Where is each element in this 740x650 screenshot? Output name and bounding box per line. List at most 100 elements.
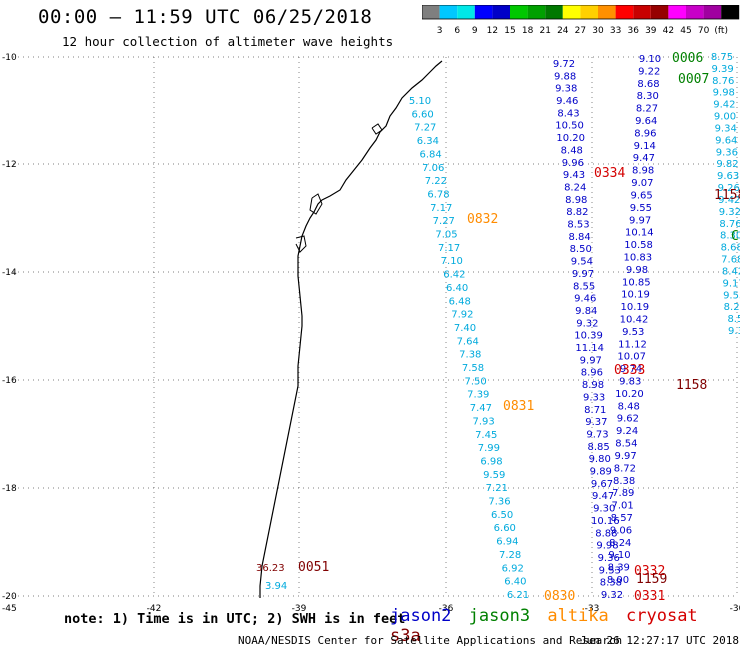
- scale-swatch: [510, 5, 528, 19]
- swh-value-track-0006: 9.64: [715, 135, 737, 146]
- units-note: note: 1) Time is in UTC; 2) SWH is in fe…: [64, 611, 406, 627]
- pass-label-0006: 0006: [672, 51, 703, 66]
- swh-value-track-0334: 9.43: [563, 170, 585, 181]
- scale-swatch: [686, 5, 704, 19]
- scale-swatch: [721, 5, 739, 19]
- swh-value-track-0334: 10.20: [556, 133, 585, 144]
- map-subtitle: 12 hour collection of altimeter wave hei…: [62, 34, 394, 49]
- swh-value-track-0334: 8.88: [595, 528, 617, 539]
- swh-value-track-0006: 8.30: [720, 231, 740, 242]
- swh-value-track-0334: 9.36: [598, 553, 620, 564]
- swh-value-track-0832: 7.50: [464, 376, 486, 387]
- scale-swatch: [439, 5, 458, 19]
- legend-jason3: jason3: [468, 606, 531, 626]
- swh-value-track-0333: 10.19: [620, 302, 649, 313]
- scale-swatch: [598, 5, 616, 19]
- swh-value-36-23: 36.23: [256, 563, 285, 574]
- swh-value-track-0333: 11.12: [618, 339, 647, 350]
- swh-value-track-0006: 9.42: [713, 100, 735, 111]
- legend-altika: altika: [547, 606, 609, 626]
- swh-value-track-0333: 10.42: [620, 315, 649, 326]
- swh-value-track-0334: 9.53: [599, 565, 621, 576]
- swh-value-track-0006: 9.82: [716, 159, 738, 170]
- swh-value-track-0006: 9.53: [723, 290, 740, 301]
- scale-swatch: [668, 5, 686, 19]
- swh-value-track-0832: 6.50: [491, 510, 513, 521]
- swh-value-track-0832: 7.06: [422, 163, 444, 174]
- swh-value-track-0832: 7.38: [459, 350, 481, 361]
- pass-label-0051: 0051: [298, 560, 329, 575]
- swh-value-track-0334: 8.24: [564, 183, 586, 194]
- swh-value-track-0333: 9.97: [614, 451, 636, 462]
- pass-label-0333: 0333: [614, 363, 645, 378]
- legend-s3a: s3a: [390, 626, 421, 646]
- scale-swatch: [615, 5, 634, 19]
- scale-swatch: [650, 5, 669, 19]
- lat-tick-label: -16: [2, 376, 17, 386]
- lat-tick-label: -18: [2, 484, 17, 494]
- scale-label: 15: [504, 26, 515, 36]
- swh-value-track-0333: 9.98: [626, 265, 648, 276]
- swh-value-track-0832: 6.40: [446, 283, 468, 294]
- swh-value-track-0333: 8.72: [614, 463, 636, 474]
- swh-value-track-0333: 9.07: [631, 178, 653, 189]
- swh-value-track-0832: 7.27: [433, 216, 455, 227]
- map-title: 00:00 – 11:59 UTC 06/25/2018: [38, 6, 373, 28]
- swh-value-track-0006: 8.68: [721, 243, 740, 254]
- scale-label: 24: [557, 26, 569, 36]
- swh-value-track-0832: 7.27: [414, 123, 436, 134]
- swh-value-track-0333: 8.54: [615, 439, 637, 450]
- swh-value-track-0832: 7.58: [462, 363, 484, 374]
- swh-value-track-0832: 6.98: [480, 457, 502, 468]
- swh-value-track-0832: 5.10: [409, 96, 431, 107]
- lat-tick-label: -12: [2, 160, 17, 170]
- swh-value-track-0006: 9.3: [728, 326, 740, 337]
- pass-label-0331: 0331: [634, 589, 665, 604]
- swh-value-track-0333: 9.47: [633, 153, 655, 164]
- swh-value-track-0333: 8.96: [634, 128, 656, 139]
- wave-height-color-scale: 3 6 9 12 15 18 21 24 27 30 33 36 39 42 45 70 (ft): [422, 5, 740, 36]
- swh-value-track-0334: 9.88: [554, 71, 576, 82]
- swh-value-track-0334: 9.80: [589, 454, 611, 465]
- swh-value-track-0832: 7.45: [475, 430, 497, 441]
- swh-value-track-0334: 9.89: [590, 467, 612, 478]
- lon-tick-label: -39: [292, 604, 307, 614]
- pass-label-C: C: [731, 229, 739, 244]
- scale-swatch: [562, 5, 581, 19]
- swh-value-track-0334: 9.32: [601, 590, 623, 601]
- swh-value-track-0832: 9.59: [483, 470, 505, 481]
- swh-value-track-0832: 6.94: [496, 537, 518, 548]
- swh-value-track-0832: 6.42: [443, 270, 465, 281]
- swh-value-track-0334: 9.54: [571, 257, 593, 268]
- swh-value-track-0006: 8.25: [724, 302, 740, 313]
- swh-value-track-0832: 7.05: [435, 230, 457, 241]
- swh-value-track-0832: 7.36: [488, 497, 510, 508]
- swh-value-track-0333: 9.06: [610, 525, 632, 536]
- swh-value-track-0832: 6.34: [417, 136, 439, 147]
- swh-value-track-0333: 9.64: [635, 116, 657, 127]
- swh-value-track-0832: 7.99: [478, 443, 500, 454]
- legend-cryosat: cryosat: [626, 606, 698, 626]
- swh-value-track-0333: 8.98: [632, 166, 654, 177]
- swh-value-track-0006: 8.42: [722, 266, 740, 277]
- lat-tick-label: -10: [2, 53, 17, 63]
- swh-value-track-0334: 10.39: [574, 331, 603, 342]
- swh-value-track-0333: 8.39: [608, 563, 630, 574]
- swh-value-track-0334: 8.48: [561, 145, 583, 156]
- swh-value-track-0333: 10.58: [624, 240, 653, 251]
- swh-value-track-0832: 7.21: [486, 483, 508, 494]
- swh-value-track-0334: 8.71: [584, 405, 606, 416]
- swh-value-track-0334: 9.38: [555, 84, 577, 95]
- swh-value-track-0333: 9.22: [638, 66, 660, 77]
- swh-value-track-0333: 9.14: [634, 141, 656, 152]
- swh-value-track-0333: 8.30: [637, 91, 659, 102]
- scale-label: 42: [663, 26, 674, 36]
- swh-value-track-0832: 7.92: [451, 310, 473, 321]
- swh-value-track-0333: 10.85: [622, 277, 651, 288]
- swh-value-track-0006: 8.76: [719, 219, 740, 230]
- scale-swatch: [422, 5, 440, 19]
- swh-value-track-0333: 7.89: [612, 488, 634, 499]
- swh-value-3-94: 3.94: [265, 581, 287, 592]
- lat-tick-label: -14: [2, 268, 17, 278]
